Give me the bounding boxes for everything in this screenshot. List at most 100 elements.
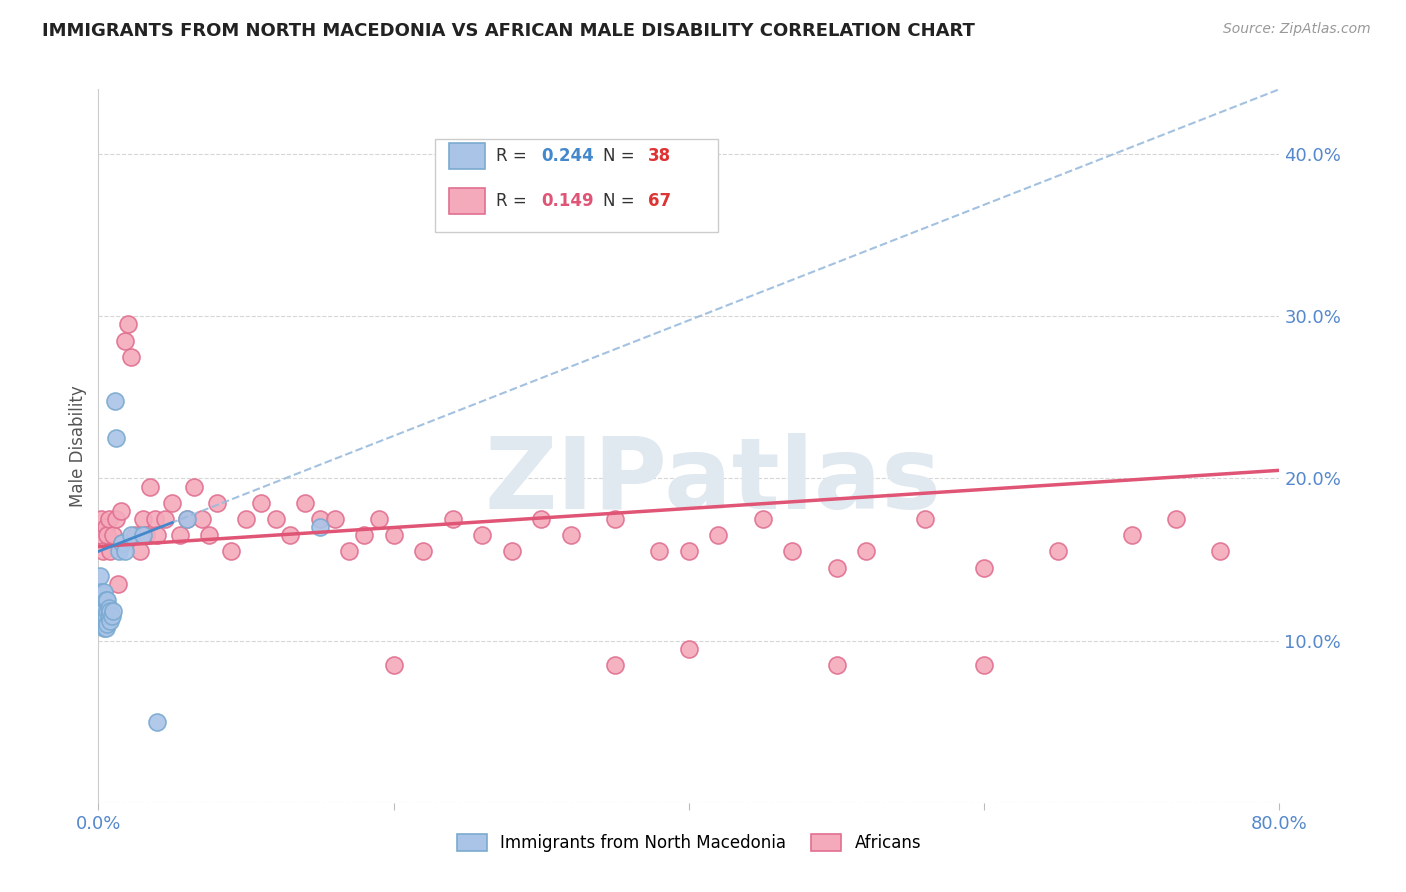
Point [294,496,316,510]
Point [198,528,221,542]
Point [143,512,166,526]
Point [96,604,118,618]
Point [153,512,176,526]
Point [128,544,150,558]
Text: Source: ZipAtlas.com: Source: ZipAtlas.com [1223,22,1371,37]
Point [605,512,627,526]
Point [176,512,198,526]
FancyBboxPatch shape [434,139,718,232]
Point [382,657,405,672]
Point [114,334,136,348]
Point [412,544,434,558]
Point [97,609,120,624]
Point [191,512,214,526]
Point [382,528,405,542]
Point [368,512,391,526]
Point [96,593,118,607]
Point [309,512,332,526]
Point [339,544,361,558]
Text: 38: 38 [648,147,671,165]
Point [103,528,125,542]
Point [96,528,118,542]
Point [139,479,162,493]
Point [100,609,122,624]
Text: R =: R = [496,147,533,165]
Text: ZIPatlas: ZIPatlas [484,434,941,530]
Point [678,641,700,656]
Point [103,604,125,618]
Point [89,568,111,582]
Point [89,593,111,607]
Point [98,604,121,618]
Point [91,617,114,632]
Point [93,604,115,618]
Point [648,544,671,558]
Point [120,350,142,364]
Point [132,528,155,542]
Point [353,528,375,542]
Point [250,496,273,510]
Point [855,544,877,558]
Point [530,512,553,526]
Point [707,528,730,542]
Point [94,593,117,607]
Point [110,504,132,518]
Point [441,512,464,526]
Point [107,577,129,591]
Point [914,512,936,526]
Legend: Immigrants from North Macedonia, Africans: Immigrants from North Macedonia, African… [450,827,928,859]
Point [98,544,121,558]
Point [114,544,136,558]
Bar [449,188,485,214]
Point [169,528,191,542]
Point [973,560,995,574]
Point [105,431,128,445]
Point [111,536,134,550]
Point [146,714,169,729]
Point [309,520,332,534]
Point [1046,544,1070,558]
Point [162,496,183,510]
Point [104,393,127,408]
Point [176,512,198,526]
Point [1166,512,1188,526]
Point [183,479,205,493]
Point [97,512,120,526]
Point [124,528,146,542]
Point [1121,528,1143,542]
Point [91,588,114,602]
Point [825,657,848,672]
Point [1209,544,1232,558]
Point [96,617,118,632]
Text: 67: 67 [648,193,671,211]
Text: IMMIGRANTS FROM NORTH MACEDONIA VS AFRICAN MALE DISABILITY CORRELATION CHART: IMMIGRANTS FROM NORTH MACEDONIA VS AFRIC… [42,22,974,40]
Point [93,598,115,612]
Point [89,528,111,542]
Point [117,318,139,332]
Point [105,512,128,526]
Point [782,544,804,558]
Point [132,512,155,526]
Point [93,585,115,599]
Point [90,604,112,618]
Bar [449,144,485,169]
Point [98,614,121,628]
Point [89,609,111,624]
Point [94,621,117,635]
Point [97,601,120,615]
Text: 0.244: 0.244 [541,147,595,165]
Point [280,528,302,542]
Point [825,560,848,574]
Point [93,621,115,635]
Point [605,657,627,672]
Point [752,512,775,526]
Point [94,609,117,624]
Point [221,544,243,558]
Y-axis label: Male Disability: Male Disability [69,385,87,507]
Text: R =: R = [496,193,533,211]
Point [91,544,114,558]
Point [135,528,157,542]
Point [471,528,494,542]
Point [120,528,142,542]
Point [205,496,228,510]
